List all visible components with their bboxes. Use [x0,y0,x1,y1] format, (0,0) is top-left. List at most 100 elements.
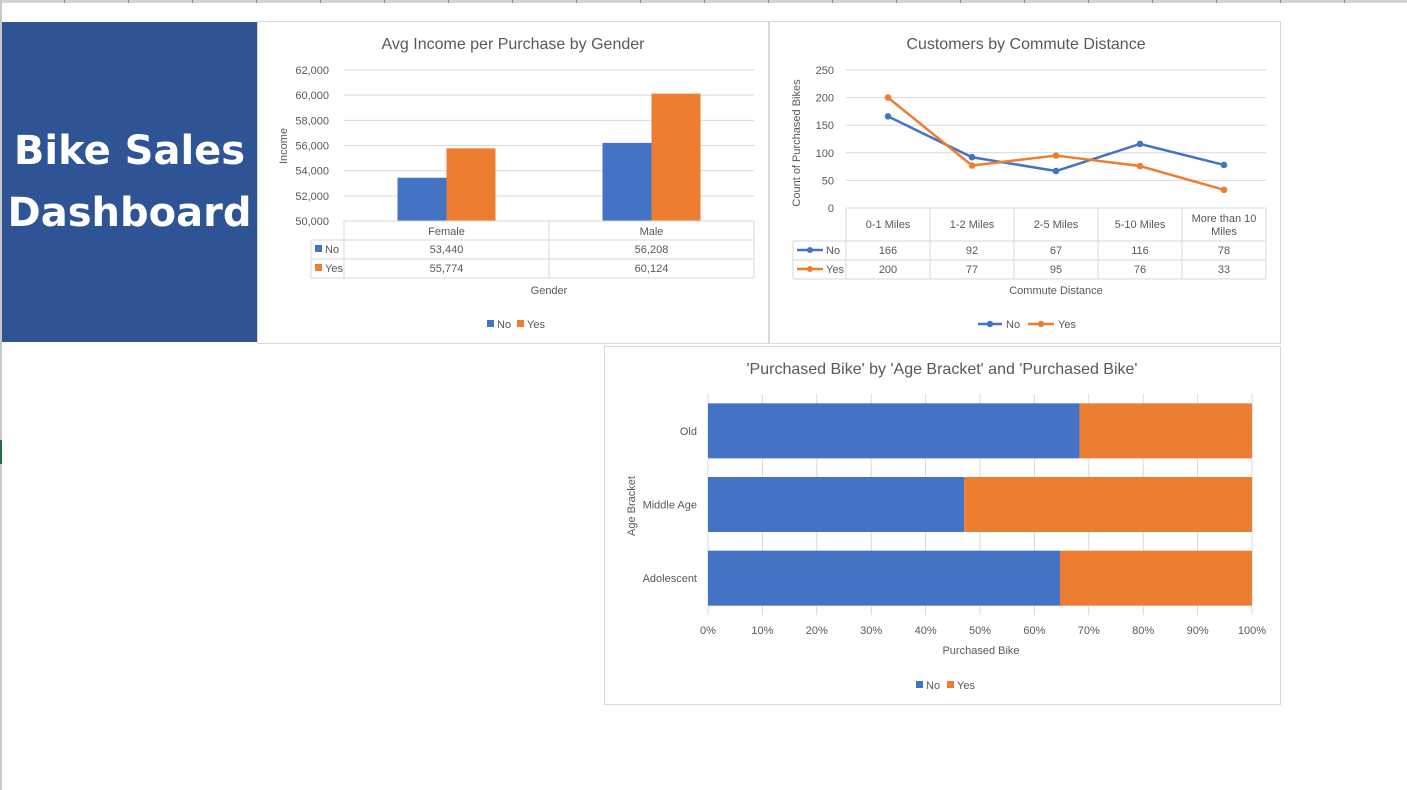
bar-yes-adolescent [1059,550,1252,606]
table-value: 78 [1218,245,1230,257]
table-legend-key [315,245,322,252]
y-tick-label: 54,000 [295,166,329,178]
table-value: 76 [1134,264,1146,276]
table-value: 95 [1050,264,1062,276]
legend-marker-yes [1037,320,1045,328]
x-tick-label: 90% [1187,625,1209,637]
table-value: 92 [966,245,978,257]
table-value: 33 [1218,264,1230,276]
legend-swatch-yes [517,320,524,327]
table-value: 60,124 [635,263,669,275]
y-tick-label: 50,000 [295,216,329,228]
age-chart-svg: 'Purchased Bike' by 'Age Bracket' and 'P… [626,361,1266,692]
y-category-label: Middle Age [643,500,697,512]
sheet-row-border [0,0,2,790]
sheet-column-gridline [0,0,1407,3]
dashboard-title-line2: Dashboard [7,190,252,236]
x-tick-label: 100% [1238,625,1266,637]
x-tick-label: 10% [751,625,773,637]
age-bracket-chart[interactable]: 'Purchased Bike' by 'Age Bracket' and 'P… [604,346,1281,705]
x-category-label: Male [640,226,664,238]
x-category-label: Female [428,226,465,238]
x-tick-label: 80% [1132,625,1154,637]
y-tick-label: 150 [816,120,834,132]
data-point-yes [1052,152,1060,159]
bar-yes-old [1079,403,1252,459]
legend-swatch-no [487,320,494,327]
bar-yes-male [651,93,701,221]
series-line-yes [887,96,1225,191]
x-category-label: Miles [1211,226,1237,238]
x-tick-label: 60% [1023,625,1045,637]
data-point-yes [1220,186,1228,194]
table-value: 67 [1050,245,1062,257]
dashboard-title-line1: Bike Sales [13,128,246,174]
table-series-name: Yes [325,263,343,275]
data-point-yes [1136,162,1144,170]
x-axis-label: Purchased Bike [942,645,1019,657]
y-tick-label: 250 [816,65,834,77]
chart-title: Customers by Commute Distance [906,36,1145,53]
bar-no-middle-age [708,477,965,532]
income-chart-svg: Avg Income per Purchase by Gender Income… [278,36,755,331]
table-value: 55,774 [430,263,464,275]
legend-swatch-yes [947,681,954,688]
selected-row-marker [0,440,2,464]
legend-label-yes: Yes [1058,319,1076,331]
table-value: 77 [966,264,978,276]
bar-no-male [602,142,652,221]
y-tick-label: 50 [822,175,834,187]
commute-distance-chart[interactable]: Customers by Commute Distance Count of P… [769,21,1281,344]
x-category-label: More than 10 [1192,213,1257,225]
bar-no-female [397,177,447,221]
x-tick-label: 30% [860,625,882,637]
chart-title: Avg Income per Purchase by Gender [382,36,646,53]
y-axis-label: Count of Purchased Bikes [791,79,803,207]
data-point-yes [968,162,976,169]
y-tick-label: 56,000 [295,141,329,153]
bar-no-old [708,403,1080,459]
series-line-no [887,115,1225,173]
legend: No Yes [916,680,975,692]
x-tick-label: 20% [806,625,828,637]
data-point-no [1220,161,1228,169]
income-by-gender-chart[interactable]: Avg Income per Purchase by Gender Income… [257,21,769,344]
data-point-no [1052,167,1060,175]
legend-label-no: No [497,319,511,331]
y-tick-label: 58,000 [295,115,329,127]
table-legend-key [315,264,322,271]
y-axis-label: Income [278,128,290,164]
legend-marker-no [986,320,994,328]
y-tick-label: 52,000 [295,191,329,203]
y-tick-label: 60,000 [295,90,329,102]
legend-label-yes: Yes [527,319,545,331]
table-legend-marker [807,247,813,253]
x-axis-label: Commute Distance [1009,285,1103,297]
x-category-label: 5-10 Miles [1115,219,1166,231]
legend: No Yes [487,319,545,331]
x-tick-label: 0% [700,625,716,637]
table-series-name: No [826,245,840,257]
data-point-yes [884,94,892,101]
legend-label-yes: Yes [957,680,975,692]
x-axis-label: Gender [531,285,568,297]
table-value: 116 [1131,245,1149,257]
x-tick-label: 50% [969,625,991,637]
table-value: 200 [879,264,897,276]
y-tick-label: 0 [828,203,834,215]
table-value: 53,440 [430,244,464,256]
x-category-label: 2-5 Miles [1034,219,1079,231]
bar-yes-female [446,148,496,221]
x-tick-label: 70% [1078,625,1100,637]
x-category-label: 0-1 Miles [866,219,911,231]
table-legend-marker [807,266,813,272]
dashboard-title-banner: Bike Sales Dashboard [2,22,257,342]
y-tick-label: 200 [816,93,834,105]
data-point-no [968,153,976,161]
legend-label-no: No [1006,319,1020,331]
table-value: 56,208 [635,244,669,256]
commute-chart-svg: Customers by Commute Distance Count of P… [791,36,1267,331]
legend-swatch-no [916,681,923,688]
table-series-name: No [325,244,339,256]
table-series-name: Yes [826,264,844,276]
